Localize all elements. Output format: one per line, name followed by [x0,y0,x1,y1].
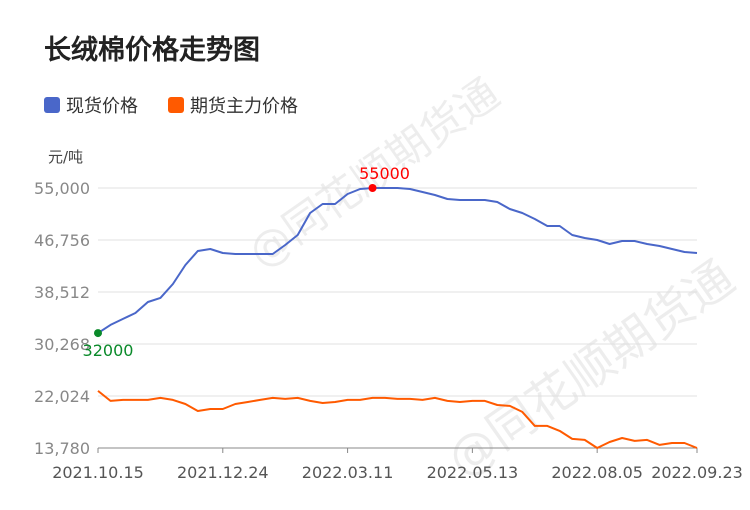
annotation-point [94,329,102,338]
y-tick-label: 13,780 [34,439,90,458]
series-line-spot [97,187,698,334]
series-line-futures [97,390,698,449]
y-tick-label: 22,024 [34,387,90,406]
annotation-point [368,184,377,192]
y-axis-unit: 元/吨 [48,148,84,166]
legend-swatch-spot [44,97,60,113]
legend-label-spot: 现货价格 [66,96,138,117]
x-tick-label: 2022.09.23 [651,463,743,482]
legend-swatch-futures [168,97,184,113]
legend-item-futures[interactable]: 期货主力价格 [168,92,298,118]
legend-item-spot[interactable]: 现货价格 [44,92,138,118]
legend-label-futures: 期货主力价格 [190,96,298,117]
y-tick-label: 55,000 [34,179,90,198]
y-tick-label: 46,756 [34,231,90,250]
chart-title: 长绒棉价格走势图 [44,35,260,66]
annotation-label: 55000 [359,164,410,183]
annotation-label: 32000 [83,341,134,360]
x-tick-label: 2021.10.15 [52,463,144,482]
x-tick-label: 2022.05.13 [427,463,519,482]
x-tick-label: 2021.12.24 [177,463,269,482]
x-tick-label: 2022.03.11 [302,463,394,482]
y-tick-label: 38,512 [34,283,90,302]
x-tick-label: 2022.08.05 [551,463,643,482]
y-tick-label: 30,268 [34,335,90,354]
